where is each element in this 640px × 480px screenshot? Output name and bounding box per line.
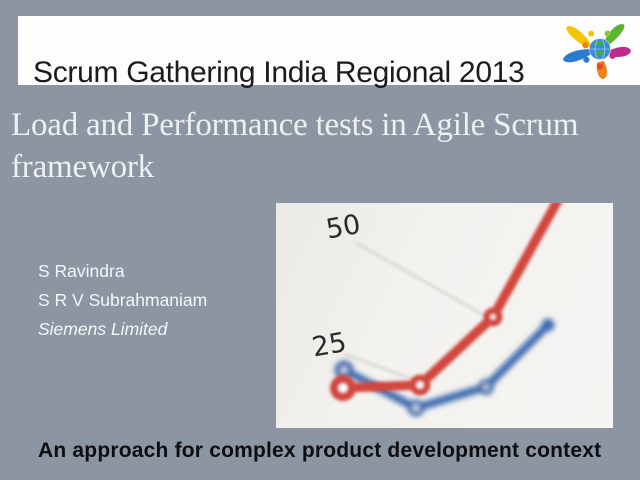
gridlines [343, 242, 492, 385]
tick-label-25: 25 [310, 327, 349, 363]
scrum-gathering-globe-logo-icon [563, 24, 631, 80]
header-bar: Scrum Gathering India Regional 2013 [18, 16, 640, 89]
company-name: Siemens Limited [38, 319, 168, 339]
slide-title: Load and Performance tests in Agile Scru… [11, 107, 579, 186]
author-name-1: S Ravindra [38, 261, 125, 281]
header-title: Scrum Gathering India Regional 2013 [33, 56, 525, 89]
red-line-series [330, 203, 562, 401]
slide-caption: An approach for complex product developm… [38, 439, 602, 462]
line-chart-image: 50 25 [310, 203, 562, 417]
author-block: S Ravindra S R V Subrahmaniam Siemens Li… [38, 257, 207, 344]
tick-label-50: 50 [324, 209, 363, 245]
axis-labels: 50 25 [310, 209, 363, 363]
author-name-2: S R V Subrahmaniam [38, 290, 208, 310]
chart-photo: 50 25 [276, 203, 613, 428]
